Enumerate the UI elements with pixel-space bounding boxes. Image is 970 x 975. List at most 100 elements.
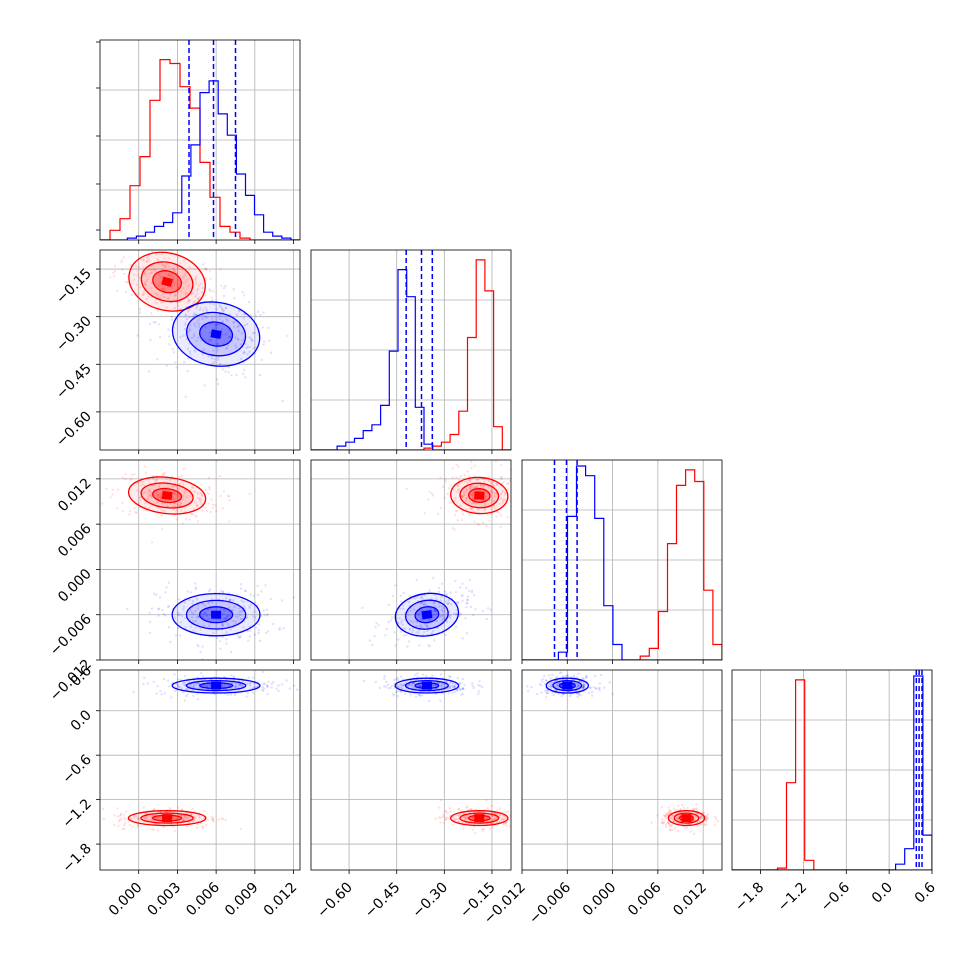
sample-point: [466, 598, 469, 601]
sample-point: [447, 601, 450, 604]
sample-point: [536, 692, 539, 696]
sample-point: [427, 644, 430, 647]
sample-point: [667, 822, 671, 825]
sample-point: [455, 476, 458, 479]
sample-point: [197, 616, 200, 619]
sample-point: [378, 686, 381, 690]
sample-point: [205, 823, 208, 827]
sample-point: [508, 480, 511, 483]
sample-point: [481, 499, 484, 502]
sample-point: [208, 684, 211, 687]
sample-point: [242, 317, 246, 320]
sample-point: [183, 815, 187, 819]
sample-point: [202, 825, 205, 828]
sample-point: [174, 502, 177, 505]
sample-point: [504, 821, 507, 825]
sample-point: [168, 274, 171, 277]
sample-point: [514, 819, 516, 821]
sample-point: [574, 682, 577, 685]
sample-point: [177, 282, 180, 285]
sample-point: [173, 284, 176, 287]
sample-point: [194, 514, 197, 517]
sample-point: [361, 606, 364, 609]
sample-point: [560, 695, 563, 698]
sample-point: [197, 645, 200, 648]
sample-point: [221, 320, 224, 323]
sample-point: [146, 278, 149, 281]
sample-point: [549, 677, 552, 680]
sample-point: [236, 338, 240, 341]
sample-point: [396, 690, 399, 693]
sample-point: [582, 686, 585, 689]
sample-point: [411, 621, 415, 624]
sample-point: [400, 683, 404, 686]
sample-point: [176, 304, 180, 307]
sample-point: [563, 675, 567, 678]
sample-point: [177, 806, 180, 809]
sample-point: [246, 691, 250, 695]
sample-point: [132, 691, 135, 694]
sample-point: [160, 288, 164, 291]
sample-point: [544, 689, 547, 693]
sample-point: [238, 684, 242, 687]
sample-point: [167, 297, 171, 300]
sample-point: [397, 678, 400, 682]
sample-point: [676, 829, 679, 833]
sample-point: [138, 276, 141, 279]
sample-point: [222, 294, 226, 298]
sample-point: [198, 497, 202, 500]
sample-point: [461, 599, 464, 602]
sample-point: [561, 675, 564, 678]
sample-point: [512, 494, 514, 496]
sample-point: [431, 683, 434, 686]
sample-point: [232, 675, 236, 678]
sample-point: [161, 502, 164, 505]
sample-point: [592, 686, 596, 689]
sample-point: [200, 291, 203, 294]
sample-point: [671, 828, 674, 832]
sample-point: [433, 613, 436, 617]
sample-point: [444, 816, 447, 819]
sample-point: [176, 817, 180, 820]
sample-point: [248, 635, 251, 638]
panel-1-0: −0.15−0.30−0.45−0.60: [53, 249, 301, 454]
sample-point: [456, 484, 459, 488]
sample-point: [695, 807, 698, 810]
sample-point: [199, 339, 203, 342]
density-peak: [211, 610, 222, 619]
sample-point: [168, 478, 171, 481]
sample-point: [212, 818, 215, 822]
sample-point: [498, 502, 502, 506]
sample-point: [172, 508, 175, 511]
sample-point: [689, 830, 692, 833]
sample-point: [660, 818, 664, 821]
sample-point: [223, 610, 226, 613]
sample-point: [176, 290, 180, 294]
sample-point: [259, 313, 262, 316]
sample-point: [266, 630, 269, 633]
sample-point: [146, 497, 150, 501]
sample-point: [472, 491, 475, 495]
sample-point: [247, 676, 250, 679]
sample-point: [240, 599, 243, 602]
sample-point: [442, 613, 445, 616]
sample-point: [222, 309, 225, 312]
sample-point: [439, 821, 442, 824]
sample-point: [175, 518, 178, 521]
sample-point: [173, 829, 176, 833]
sample-point: [131, 473, 134, 476]
sample-point: [443, 810, 447, 813]
sample-point: [249, 337, 253, 340]
sample-point: [161, 287, 164, 291]
sample-point: [585, 674, 588, 677]
sample-point: [239, 827, 243, 831]
sample-point: [500, 493, 503, 496]
sample-point: [461, 513, 465, 516]
sample-point: [540, 691, 543, 694]
sample-point: [182, 274, 185, 278]
sample-point: [572, 674, 575, 677]
sample-point: [421, 673, 425, 676]
sample-point: [401, 623, 404, 626]
sample-point: [603, 686, 606, 689]
sample-point: [245, 322, 249, 326]
